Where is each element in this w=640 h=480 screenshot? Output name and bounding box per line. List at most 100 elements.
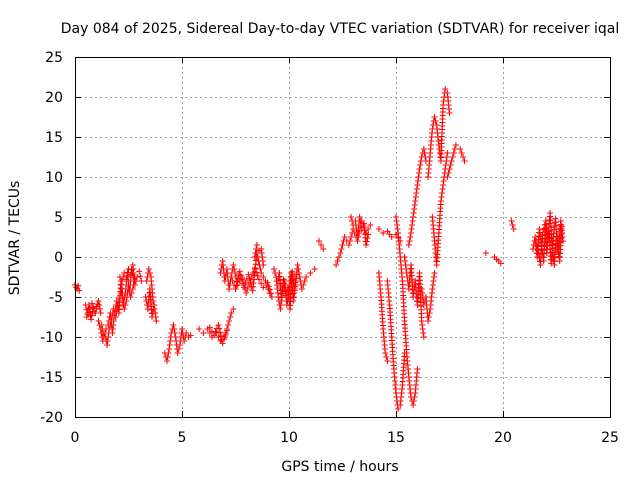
data-point <box>229 278 236 284</box>
data-point <box>438 194 445 200</box>
y-tick-label: 10 <box>45 170 63 186</box>
data-point <box>228 310 235 316</box>
data-point <box>166 342 173 348</box>
data-point <box>183 330 190 336</box>
data-point <box>253 242 260 248</box>
data-point <box>243 290 250 296</box>
data-point <box>232 286 239 292</box>
data-point <box>282 292 289 299</box>
data-point <box>414 366 421 372</box>
data-point <box>335 254 342 260</box>
data-point <box>280 276 287 283</box>
data-point <box>407 234 414 240</box>
data-point <box>533 238 540 244</box>
data-point <box>225 322 232 328</box>
y-tick-label: 5 <box>54 210 63 226</box>
y-tick-label: 15 <box>45 130 63 146</box>
data-point <box>128 266 135 273</box>
data-point <box>345 242 352 248</box>
plot-frame <box>75 57 611 418</box>
data-point <box>430 278 437 284</box>
chart-title: Day 084 of 2025, Sidereal Day-to-day VTE… <box>61 21 619 37</box>
data-point <box>171 330 178 336</box>
data-point <box>258 270 265 276</box>
data-point <box>311 266 318 272</box>
data-point <box>138 278 145 284</box>
data-point <box>337 250 344 256</box>
data-point <box>94 301 101 308</box>
data-point <box>290 294 297 300</box>
y-tick-label: -20 <box>40 410 63 426</box>
data-point <box>388 234 395 240</box>
data-point <box>440 182 447 188</box>
data-point <box>256 276 263 283</box>
y-tick-label: 20 <box>45 90 63 106</box>
data-point <box>175 346 182 352</box>
data-point <box>228 274 235 280</box>
data-point <box>123 276 130 283</box>
data-point <box>200 330 207 336</box>
data-point <box>132 278 139 284</box>
data-point <box>450 150 457 156</box>
y-tick-label: 0 <box>54 250 63 266</box>
x-tick-label: 0 <box>71 430 80 446</box>
data-point <box>439 190 446 196</box>
x-tick-label: 20 <box>494 430 512 446</box>
data-point <box>416 170 423 176</box>
data-point <box>365 226 372 232</box>
data-point <box>75 282 82 289</box>
data-point <box>257 266 264 272</box>
data-point <box>315 238 322 244</box>
data-point <box>447 162 454 168</box>
data-point <box>120 274 127 280</box>
data-point <box>215 334 222 340</box>
data-point <box>393 390 399 396</box>
data-point <box>167 338 174 344</box>
data-point <box>221 336 228 343</box>
data-point <box>90 304 97 311</box>
x-tick-label: 5 <box>178 430 187 446</box>
data-point <box>320 246 327 252</box>
data-point <box>208 328 215 335</box>
data-point <box>83 314 90 320</box>
data-point <box>414 182 421 188</box>
data-point <box>415 174 422 180</box>
data-point <box>509 222 516 228</box>
data-point <box>431 270 438 276</box>
data-point <box>88 316 95 323</box>
data-point <box>258 250 265 256</box>
data-point <box>95 318 102 324</box>
data-point <box>535 247 542 254</box>
data-point <box>440 178 447 184</box>
x-tick-label: 10 <box>280 430 298 446</box>
data-point <box>451 146 458 152</box>
data-point <box>446 166 453 172</box>
data-point <box>258 280 265 287</box>
data-point <box>146 270 153 276</box>
data-point <box>457 146 464 152</box>
data-point <box>151 302 158 308</box>
data-point <box>259 258 266 264</box>
data-point <box>401 254 408 260</box>
data-point <box>510 226 517 232</box>
y-tick-label: -10 <box>40 330 63 346</box>
data-point <box>460 154 467 160</box>
data-point <box>166 346 173 352</box>
data-point <box>164 354 171 360</box>
y-tick-label: -5 <box>49 290 63 306</box>
data-point <box>227 314 234 320</box>
data-point <box>291 283 298 290</box>
data-point <box>363 242 370 248</box>
data-point <box>420 146 427 152</box>
data-point <box>402 262 409 268</box>
data-point <box>244 286 251 292</box>
data-point <box>153 318 160 324</box>
data-point <box>251 254 258 260</box>
data-point <box>217 333 224 340</box>
data-point <box>380 230 387 236</box>
data-point <box>100 334 107 340</box>
data-point <box>425 314 432 320</box>
data-point <box>263 282 270 288</box>
data-point <box>412 194 419 200</box>
data-point <box>411 202 418 208</box>
